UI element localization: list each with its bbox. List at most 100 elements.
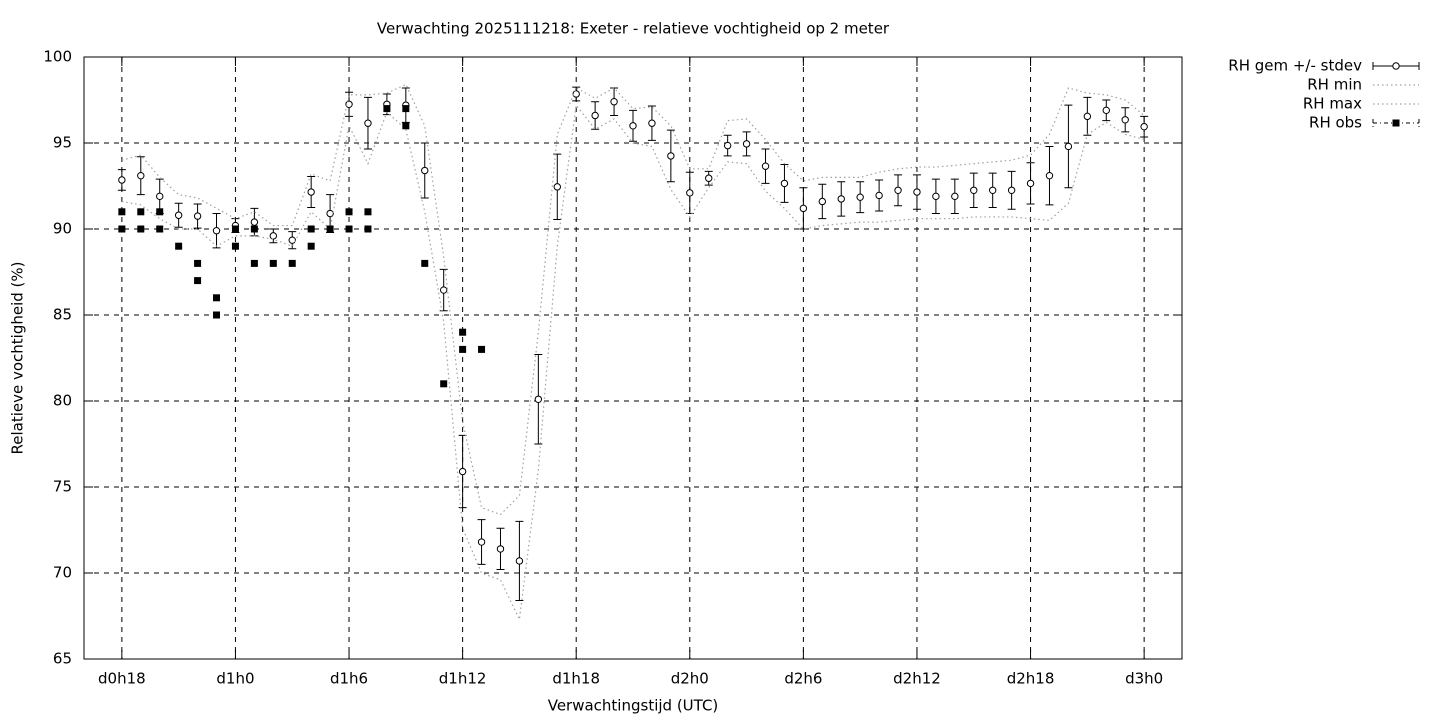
mean-point xyxy=(288,236,296,244)
obs-point xyxy=(345,208,353,216)
mean-point xyxy=(250,218,259,226)
obs-point xyxy=(250,259,258,267)
obs-point xyxy=(194,277,202,285)
plot-frame xyxy=(83,56,1183,660)
mean-point xyxy=(439,286,448,294)
mean-point xyxy=(326,209,334,218)
obs-point xyxy=(459,328,467,336)
mean-point xyxy=(193,212,202,220)
mean-point xyxy=(591,111,599,120)
mean-point xyxy=(856,193,864,201)
obs-point xyxy=(118,208,126,216)
obs-point xyxy=(440,380,448,388)
mean-point xyxy=(307,188,315,196)
mean-point xyxy=(686,189,694,197)
mean-point xyxy=(799,204,808,213)
mean-point xyxy=(572,90,580,98)
x-tick-label: d2h6 xyxy=(784,670,822,688)
mean-point xyxy=(837,195,845,203)
line-series xyxy=(121,83,1145,516)
mean-point xyxy=(345,100,353,109)
obs-point xyxy=(383,105,391,113)
mean-point xyxy=(988,186,997,195)
legend-sample xyxy=(1392,119,1400,127)
mean-point xyxy=(818,197,827,206)
obs-point xyxy=(288,259,296,267)
obs-point xyxy=(478,345,486,353)
mean-point xyxy=(932,192,940,201)
obs-point xyxy=(269,259,277,267)
mean-point xyxy=(705,174,713,182)
mean-point xyxy=(894,186,902,195)
obs-point xyxy=(421,259,429,267)
x-tick-label: d2h18 xyxy=(1007,670,1055,688)
legend-label: RH max xyxy=(1303,95,1362,113)
obs-point xyxy=(231,225,239,233)
mean-point xyxy=(648,119,656,127)
x-tick-label: d2h0 xyxy=(671,670,709,688)
mean-point xyxy=(496,545,505,553)
mean-point xyxy=(1102,106,1110,115)
mean-point xyxy=(269,232,278,240)
x-axis-label: Verwachtingstijd (UTC) xyxy=(548,697,719,715)
mean-point xyxy=(1121,116,1129,124)
obs-point xyxy=(156,208,164,216)
y-tick-label: 90 xyxy=(53,220,72,238)
obs-point xyxy=(213,294,221,302)
x-tick-label: d0h18 xyxy=(98,670,146,688)
line-series xyxy=(121,103,1145,622)
obs-point xyxy=(156,225,164,233)
obs-point xyxy=(459,345,467,353)
obs-point xyxy=(345,225,353,233)
mean-point xyxy=(137,171,145,180)
obs-point xyxy=(137,208,145,216)
mean-point xyxy=(1007,186,1016,195)
y-tick-label: 95 xyxy=(53,134,72,152)
x-tick-label: d1h18 xyxy=(552,670,600,688)
y-tick-label: 80 xyxy=(53,392,72,410)
mean-point xyxy=(970,186,978,195)
y-tick-label: 100 xyxy=(43,48,72,66)
mean-point xyxy=(553,183,561,191)
legend-sample xyxy=(1392,62,1400,70)
mean-point xyxy=(629,122,637,130)
mean-point xyxy=(742,140,751,148)
obs-point xyxy=(175,242,183,250)
x-tick-label: d2h12 xyxy=(893,670,941,688)
mean-point xyxy=(421,166,429,175)
obs-point xyxy=(307,242,315,250)
x-tick-label: d3h0 xyxy=(1125,670,1163,688)
obs-point xyxy=(402,122,410,130)
mean-point xyxy=(477,538,486,546)
mean-point xyxy=(1045,171,1054,180)
mean-point xyxy=(534,395,543,403)
mean-point xyxy=(212,227,221,235)
mean-point xyxy=(174,211,183,219)
obs-point xyxy=(402,105,410,113)
mean-point xyxy=(875,191,883,200)
y-tick-label: 85 xyxy=(53,306,72,324)
mean-point xyxy=(951,192,959,201)
x-tick-label: d1h6 xyxy=(330,670,368,688)
mean-point xyxy=(364,119,372,127)
mean-point xyxy=(1140,122,1148,131)
obs-point xyxy=(364,225,372,233)
y-axis-label: Relatieve vochtigheid (%) xyxy=(9,261,27,454)
mean-point xyxy=(913,188,921,196)
obs-point xyxy=(364,208,372,216)
obs-point xyxy=(250,225,258,233)
mean-point xyxy=(1026,179,1035,188)
obs-point xyxy=(194,259,202,267)
x-tick-label: d1h0 xyxy=(216,670,254,688)
legend-label: RH obs xyxy=(1309,114,1362,132)
obs-point xyxy=(231,242,239,250)
mean-point xyxy=(667,152,675,160)
mean-point xyxy=(723,141,732,150)
obs-point xyxy=(326,225,334,233)
obs-point xyxy=(118,225,126,233)
chart-title: Verwachting 2025111218: Exeter - relatie… xyxy=(377,20,890,38)
mean-point xyxy=(458,467,467,476)
y-tick-label: 75 xyxy=(53,478,72,496)
mean-point xyxy=(1064,142,1073,151)
